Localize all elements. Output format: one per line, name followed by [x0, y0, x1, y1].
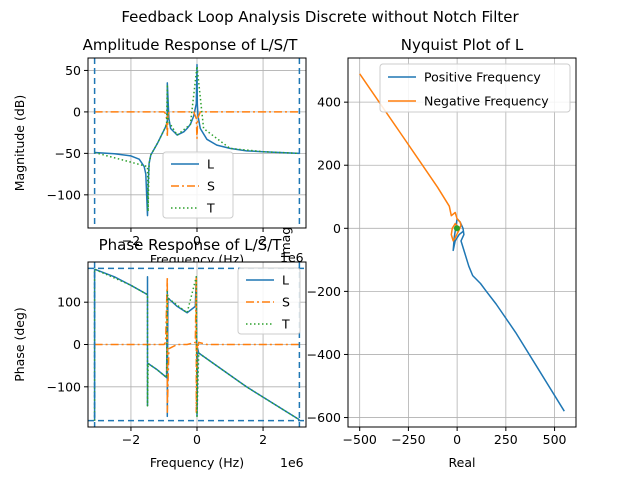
legend: LST — [237, 267, 301, 335]
y-tick-label: −100 — [47, 187, 81, 202]
series-line-l — [94, 63, 300, 217]
legend-label: L — [282, 273, 289, 288]
x-tick-label: −2 — [122, 233, 140, 248]
series-line-s — [94, 111, 300, 140]
x-tick-label: −2 — [122, 432, 140, 447]
chart-title: Amplitude Response of L/S/T — [83, 36, 299, 54]
y-tick-label: −200 — [307, 284, 341, 299]
plot-layer — [93, 58, 301, 228]
y-tick-label: 50 — [65, 63, 81, 78]
x-tick-label: 0 — [193, 233, 201, 248]
y-tick-label: −50 — [55, 146, 81, 161]
series-line-positive-frequency — [452, 218, 565, 412]
legend-box — [379, 63, 571, 113]
nyquist-chart: −500 −250 0 250 500 −600 −400 −200 0 200 400 Nyquis… — [278, 36, 577, 470]
x-tick-label: −250 — [391, 432, 425, 447]
legend-label: T — [281, 317, 290, 332]
legend-label: S — [282, 295, 290, 310]
y-tick-label: 0 — [73, 337, 81, 352]
legend-label: Negative Frequency — [424, 94, 549, 109]
legend-label: T — [206, 201, 215, 216]
legend: LST — [162, 151, 234, 219]
y-tick-label: 100 — [57, 295, 81, 310]
legend: Positive Frequency Negative Frequency — [379, 63, 571, 113]
x-tick-label: 2 — [259, 432, 267, 447]
legend-box — [162, 151, 234, 219]
plot-layer — [359, 73, 565, 412]
legend-label: L — [207, 157, 214, 172]
x-tick-label: 250 — [494, 432, 518, 447]
series-line-s — [94, 276, 300, 413]
x-axis-exponent-label: 1e6 — [280, 250, 304, 265]
series-line-negative-frequency — [359, 73, 462, 242]
y-tick-label: 400 — [317, 95, 341, 110]
legend-label: Positive Frequency — [424, 70, 541, 85]
chart-title: Nyquist Plot of L — [401, 36, 524, 54]
x-axis-label: Frequency (Hz) — [150, 455, 244, 470]
figure-suptitle: Feedback Loop Analysis Discrete without … — [121, 8, 519, 26]
x-axis-exponent-label: 1e6 — [280, 455, 304, 470]
critical-point-marker — [453, 225, 460, 232]
y-tick-label: −600 — [307, 410, 341, 425]
x-tick-label: 2 — [259, 233, 267, 248]
y-tick-label: −100 — [47, 379, 81, 394]
x-axis-label: Real — [449, 455, 476, 470]
x-tick-label: −500 — [343, 432, 377, 447]
legend-box — [237, 267, 301, 335]
x-tick-label: 500 — [543, 432, 567, 447]
y-tick-label: 0 — [73, 104, 81, 119]
y-axis-label: Magnitude (dB) — [12, 95, 27, 191]
y-axis-label: Phase (deg) — [12, 307, 27, 382]
chart-title: Phase Response of L/S/T — [99, 236, 283, 254]
x-tick-label: 0 — [193, 432, 201, 447]
legend-label: S — [207, 179, 215, 194]
y-tick-label: 0 — [333, 221, 341, 236]
y-axis-label: Imag — [278, 227, 293, 258]
y-tick-label: −400 — [307, 347, 341, 362]
plot-frame — [347, 57, 577, 428]
series-line-t — [93, 268, 300, 421]
phase-chart: −2 0 2 −100 0 100 Phase Response of L/S/T Frequ… — [12, 236, 307, 470]
y-tick-label: 200 — [317, 158, 341, 173]
x-tick-label: 0 — [453, 432, 461, 447]
series-line-t — [94, 65, 300, 213]
